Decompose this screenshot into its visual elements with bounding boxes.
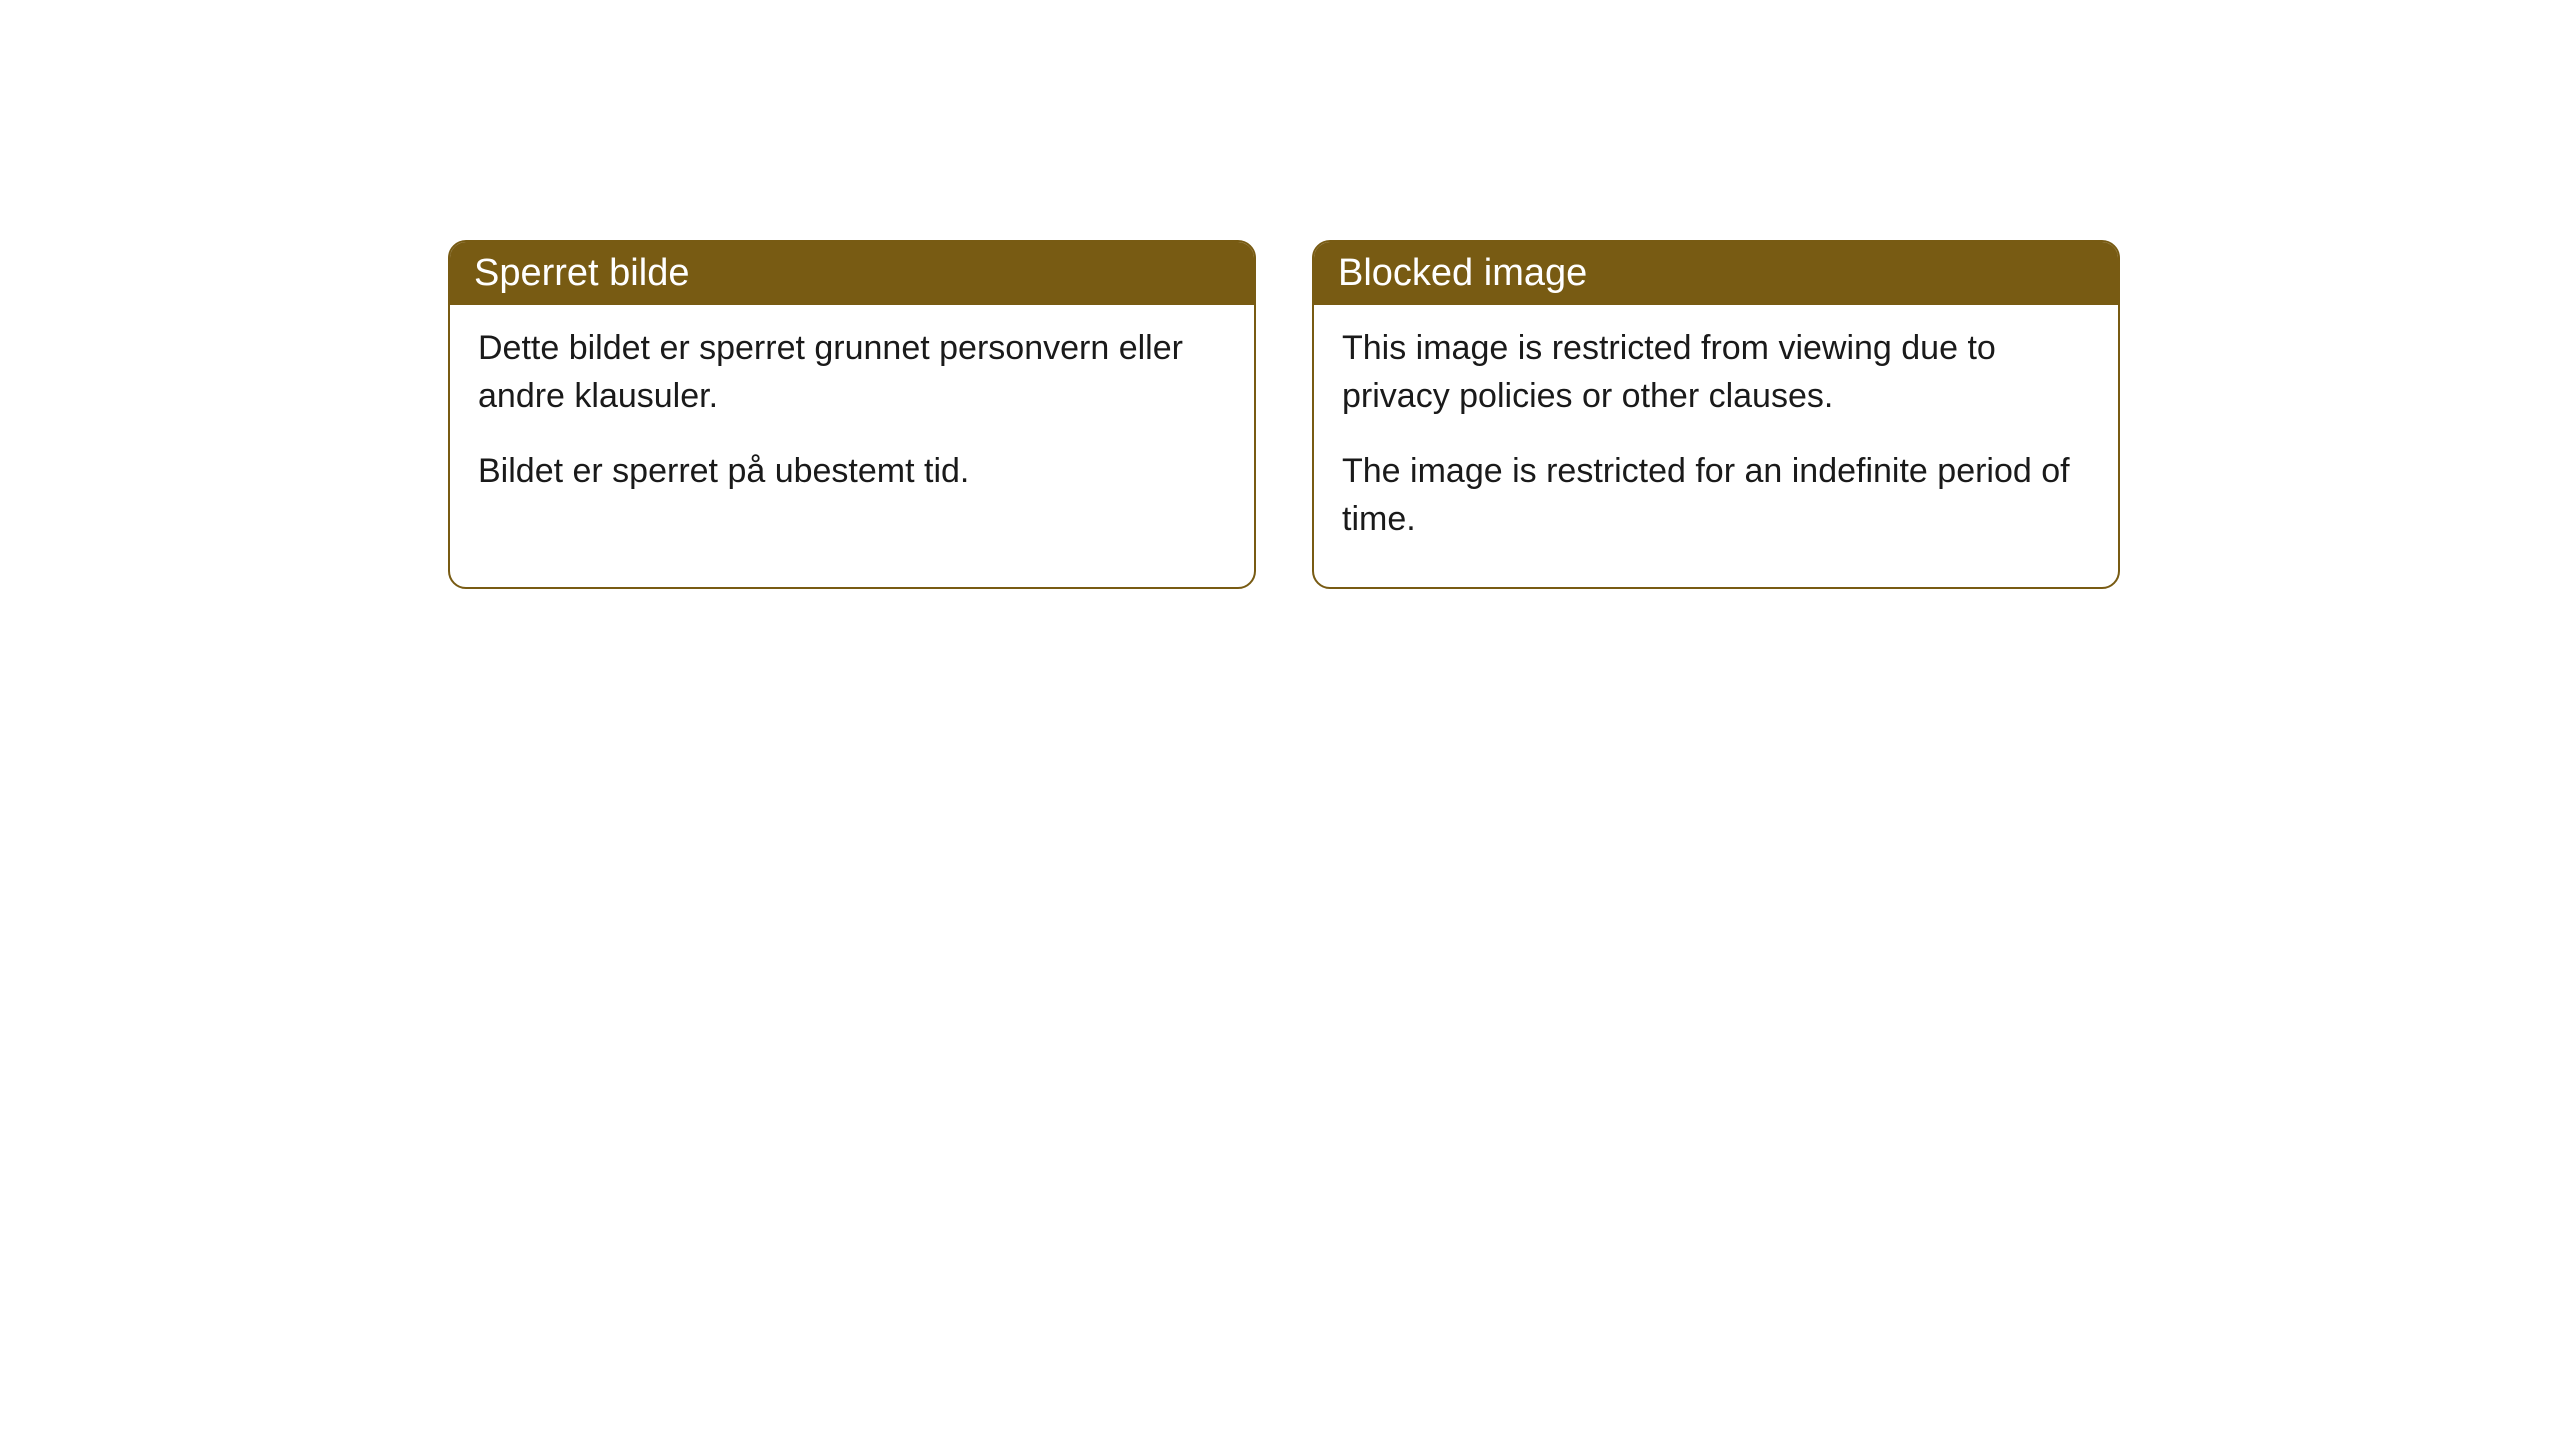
cards-container: Sperret bilde Dette bildet er sperret gr… bbox=[0, 0, 2560, 589]
card-body-en: This image is restricted from viewing du… bbox=[1314, 305, 2118, 587]
card-paragraph-2-no: Bildet er sperret på ubestemt tid. bbox=[478, 448, 1226, 496]
card-title-en: Blocked image bbox=[1338, 252, 1587, 294]
blocked-image-card-en: Blocked image This image is restricted f… bbox=[1312, 240, 2120, 589]
card-title-no: Sperret bilde bbox=[474, 252, 689, 294]
card-paragraph-1-en: This image is restricted from viewing du… bbox=[1342, 325, 2090, 420]
blocked-image-card-no: Sperret bilde Dette bildet er sperret gr… bbox=[448, 240, 1256, 589]
card-body-no: Dette bildet er sperret grunnet personve… bbox=[450, 305, 1254, 540]
card-paragraph-2-en: The image is restricted for an indefinit… bbox=[1342, 448, 2090, 543]
card-paragraph-1-no: Dette bildet er sperret grunnet personve… bbox=[478, 325, 1226, 420]
card-header-no: Sperret bilde bbox=[450, 242, 1254, 305]
card-header-en: Blocked image bbox=[1314, 242, 2118, 305]
